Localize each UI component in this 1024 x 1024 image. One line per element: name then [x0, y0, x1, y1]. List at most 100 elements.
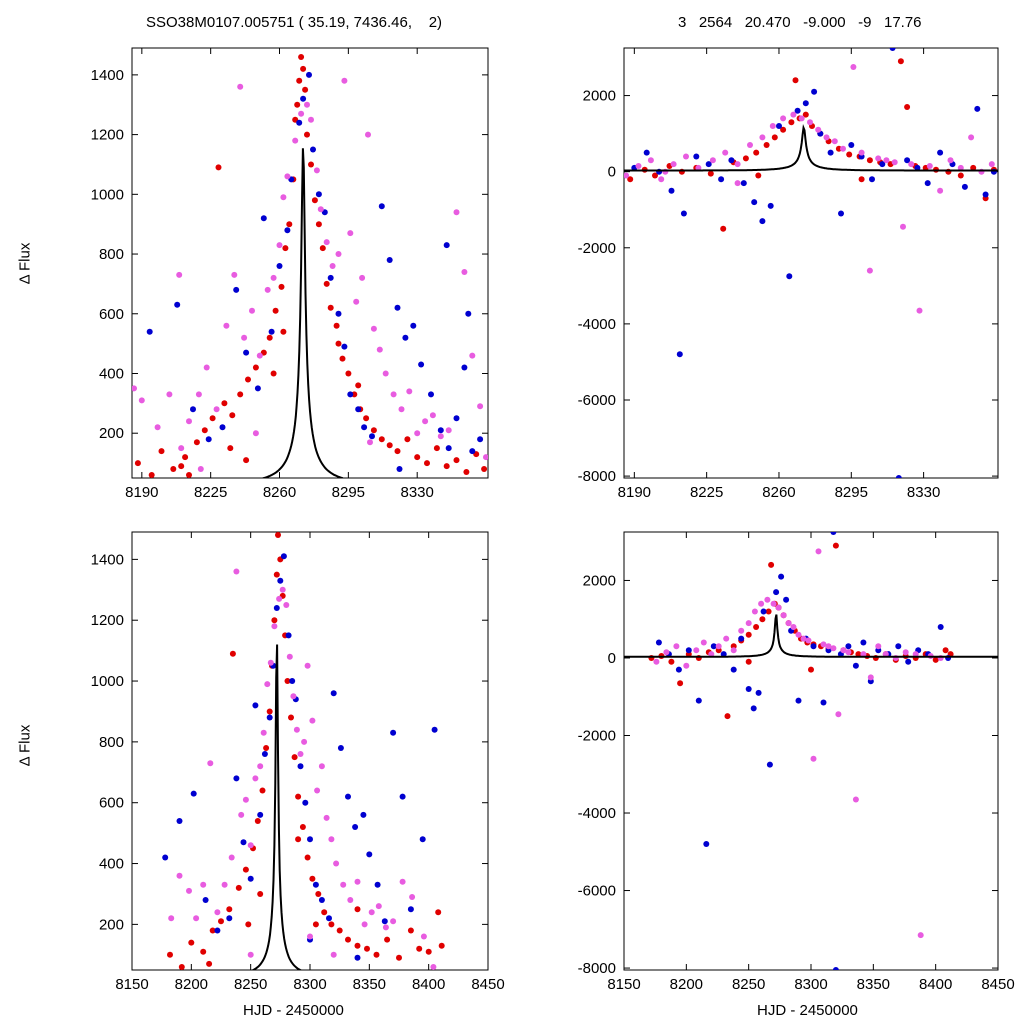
data-point: [396, 954, 402, 961]
data-point: [200, 948, 207, 955]
data-point: [280, 328, 287, 335]
data-point: [845, 649, 852, 656]
data-point: [227, 445, 234, 452]
data-point: [288, 714, 294, 721]
data-point: [295, 836, 302, 843]
data-point: [407, 927, 414, 934]
data-point: [247, 951, 254, 958]
data-point: [926, 163, 933, 169]
plot-area: [624, 48, 998, 478]
data-point: [382, 370, 389, 377]
data-point: [734, 180, 741, 187]
data-point: [279, 586, 286, 593]
data-point: [840, 647, 847, 654]
data-point: [780, 115, 787, 122]
data-point: [889, 48, 896, 51]
data-point: [170, 466, 177, 472]
data-point: [852, 796, 859, 803]
data-point: [190, 406, 196, 413]
data-point: [264, 681, 271, 688]
data-point: [937, 187, 944, 194]
data-point: [376, 346, 383, 353]
data-point: [858, 176, 865, 183]
data-point: [242, 866, 249, 873]
data-point: [792, 77, 799, 84]
x-tick-label: 8300: [794, 976, 827, 993]
data-point: [705, 161, 712, 168]
data-point: [364, 945, 370, 952]
data-point: [347, 897, 354, 903]
data-point: [297, 763, 304, 770]
x-tick-label: 8150: [607, 976, 640, 993]
data-point: [386, 257, 393, 263]
data-point: [483, 454, 488, 461]
data-point: [937, 149, 944, 156]
data-point: [394, 304, 401, 311]
data-point: [763, 142, 770, 148]
data-point: [176, 818, 183, 824]
y-tick-label: -6000: [578, 883, 616, 900]
data-point: [176, 872, 183, 879]
x-tick-label: 8150: [115, 976, 148, 993]
data-point: [767, 202, 774, 209]
data-point: [312, 921, 319, 928]
y-tick-label: 400: [99, 856, 124, 873]
data-point: [775, 604, 782, 611]
data-point: [228, 854, 235, 861]
data-point: [315, 191, 322, 198]
x-tick-label: 8330: [401, 484, 434, 501]
data-point: [263, 745, 270, 751]
data-point: [186, 887, 192, 894]
x-tick-label: 8295: [835, 484, 868, 501]
series-series_a: [167, 532, 445, 970]
y-tick-label: 1400: [91, 67, 124, 84]
data-point: [810, 755, 817, 762]
data-point: [937, 624, 944, 630]
data-point: [807, 119, 813, 126]
data-point: [730, 647, 737, 654]
data-point: [249, 307, 255, 314]
data-point: [771, 134, 778, 141]
data-point: [360, 811, 367, 818]
data-point: [315, 891, 322, 897]
data-point: [176, 271, 183, 278]
data-point: [685, 647, 692, 654]
data-point: [693, 153, 700, 160]
panel-top-left: 8190 8225 8260 8295 8330 200 400 600 800 1000 1200…: [91, 47, 489, 501]
data-point: [300, 95, 307, 102]
y-tick-label: 400: [99, 365, 124, 382]
data-point: [399, 793, 406, 800]
data-point: [764, 596, 771, 603]
data-point: [333, 322, 340, 329]
data-point: [753, 624, 760, 630]
series-series_c: [132, 77, 488, 472]
data-point: [668, 658, 675, 665]
y-tick-label: 1000: [91, 673, 124, 690]
data-point: [751, 199, 758, 206]
data-point: [201, 427, 208, 434]
data-point: [386, 442, 393, 449]
plot-frame: [131, 531, 489, 971]
data-point: [296, 77, 303, 84]
data-point: [663, 649, 670, 656]
data-point: [406, 388, 413, 395]
data-point: [850, 64, 857, 70]
x-tick-label: 8200: [670, 976, 703, 993]
data-point: [257, 891, 264, 897]
data-point: [758, 600, 765, 607]
data-point: [271, 623, 278, 630]
data-point: [233, 775, 240, 782]
data-point: [158, 448, 165, 455]
data-point: [226, 906, 233, 913]
data-point: [304, 101, 310, 108]
data-point: [154, 424, 161, 431]
data-point: [221, 881, 228, 888]
data-point: [278, 283, 285, 290]
data-point: [402, 334, 409, 341]
data-point: [323, 814, 330, 821]
data-point: [205, 436, 212, 443]
data-point: [627, 176, 634, 183]
data-point: [366, 851, 373, 858]
data-point: [832, 542, 839, 549]
model-curve: [260, 148, 346, 478]
